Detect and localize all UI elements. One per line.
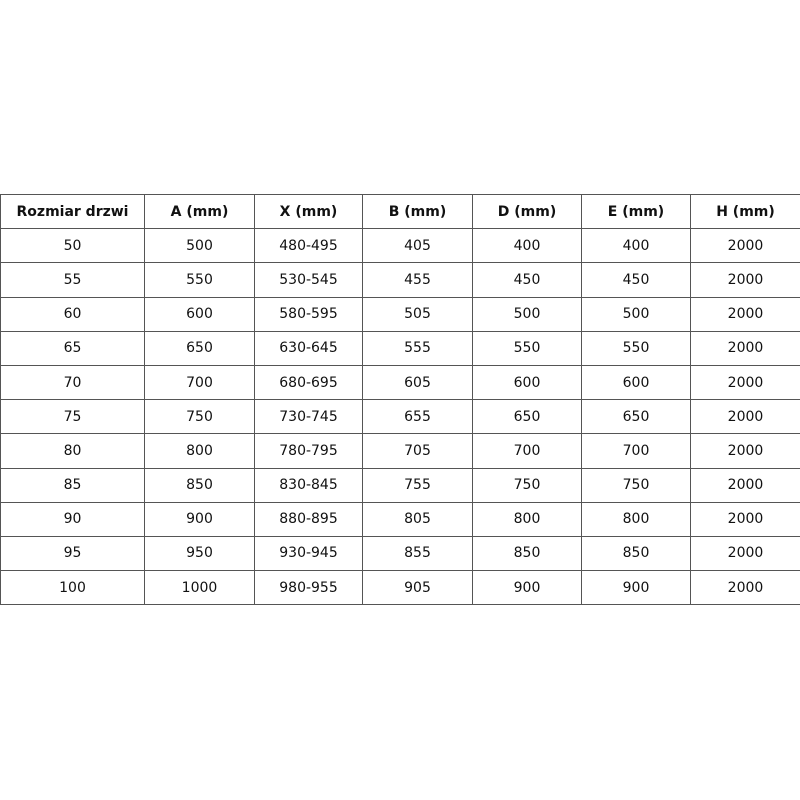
table-cell: 900: [581, 570, 691, 606]
table-cell: 1000: [144, 570, 255, 606]
column-header: A (mm): [144, 193, 255, 230]
table-cell: 2000: [690, 467, 800, 503]
table-cell: 2000: [690, 228, 800, 264]
table-cell: 930-945: [254, 535, 363, 572]
table-cell: 800: [472, 501, 582, 537]
table-cell: 680-695: [254, 364, 363, 401]
table-cell: 700: [472, 433, 582, 469]
table-cell: 75: [0, 399, 145, 435]
table-cell: 705: [362, 433, 473, 469]
table-cell: 2000: [690, 364, 800, 401]
table-cell: 600: [472, 364, 582, 401]
table-cell: 70: [0, 364, 145, 401]
column-header: H (mm): [690, 193, 800, 230]
header-row: Rozmiar drzwi A (mm) X (mm) B (mm) D (mm) E (…: [0, 193, 800, 230]
table-cell: 850: [144, 467, 255, 503]
table-cell: 95: [0, 535, 145, 572]
table-row: 95 950 930-945 855 850 850 2000: [0, 535, 800, 572]
table-cell: 60: [0, 296, 145, 332]
table-cell: 2000: [690, 296, 800, 332]
table-cell: 600: [581, 364, 691, 401]
table-cell: 50: [0, 228, 145, 264]
table-cell: 605: [362, 364, 473, 401]
table-cell: 500: [144, 228, 255, 264]
table-cell: 700: [581, 433, 691, 469]
table-cell: 65: [0, 330, 145, 366]
table-cell: 550: [472, 330, 582, 366]
table-cell: 500: [472, 296, 582, 332]
table-row: 70 700 680-695 605 600 600 2000: [0, 364, 800, 401]
column-header: E (mm): [581, 193, 691, 230]
table-cell: 400: [581, 228, 691, 264]
table-cell: 2000: [690, 535, 800, 572]
table-cell: 800: [144, 433, 255, 469]
table-row: 100 1000 980-955 905 900 900 2000: [0, 570, 800, 606]
table-cell: 900: [144, 501, 255, 537]
table-cell: 450: [472, 262, 582, 298]
table-cell: 750: [144, 399, 255, 435]
table-cell: 55: [0, 262, 145, 298]
table-cell: 2000: [690, 399, 800, 435]
table-cell: 600: [144, 296, 255, 332]
table-cell: 2000: [690, 433, 800, 469]
table-row: 85 850 830-845 755 750 750 2000: [0, 467, 800, 503]
table-cell: 85: [0, 467, 145, 503]
table-cell: 850: [472, 535, 582, 572]
table-cell: 450: [581, 262, 691, 298]
table-cell: 650: [581, 399, 691, 435]
table-cell: 550: [144, 262, 255, 298]
table-cell: 555: [362, 330, 473, 366]
table-cell: 905: [362, 570, 473, 606]
table-cell: 580-595: [254, 296, 363, 332]
table-cell: 805: [362, 501, 473, 537]
table-cell: 980-955: [254, 570, 363, 606]
table-cell: 755: [362, 467, 473, 503]
table-cell: 650: [144, 330, 255, 366]
table-cell: 780-795: [254, 433, 363, 469]
table-row: 50 500 480-495 405 400 400 2000: [0, 228, 800, 264]
column-header: Rozmiar drzwi: [0, 193, 145, 230]
table-row: 75 750 730-745 655 650 650 2000: [0, 399, 800, 435]
column-header: B (mm): [362, 193, 473, 230]
table-cell: 900: [472, 570, 582, 606]
table-row: 80 800 780-795 705 700 700 2000: [0, 433, 800, 469]
table-row: 55 550 530-545 455 450 450 2000: [0, 262, 800, 298]
table-cell: 80: [0, 433, 145, 469]
table-cell: 2000: [690, 570, 800, 606]
table-cell: 90: [0, 501, 145, 537]
table-cell: 2000: [690, 262, 800, 298]
table-row: 60 600 580-595 505 500 500 2000: [0, 296, 800, 332]
table-cell: 650: [472, 399, 582, 435]
table-cell: 750: [472, 467, 582, 503]
table-cell: 405: [362, 228, 473, 264]
table-cell: 2000: [690, 330, 800, 366]
table-cell: 400: [472, 228, 582, 264]
table-cell: 550: [581, 330, 691, 366]
table-cell: 505: [362, 296, 473, 332]
table-cell: 950: [144, 535, 255, 572]
dimensions-table: Rozmiar drzwi A (mm) X (mm) B (mm) D (mm) E (…: [0, 193, 800, 606]
table-cell: 480-495: [254, 228, 363, 264]
table-cell: 880-895: [254, 501, 363, 537]
table-cell: 700: [144, 364, 255, 401]
table-cell: 500: [581, 296, 691, 332]
table-body: 50 500 480-495 405 400 400 2000 55 550 530-545 455…: [0, 228, 800, 606]
table-cell: 630-645: [254, 330, 363, 366]
table-cell: 830-845: [254, 467, 363, 503]
table-cell: 655: [362, 399, 473, 435]
column-header: D (mm): [472, 193, 582, 230]
table-cell: 455: [362, 262, 473, 298]
table-cell: 855: [362, 535, 473, 572]
table-cell: 100: [0, 570, 145, 606]
column-header: X (mm): [254, 193, 363, 230]
table-cell: 530-545: [254, 262, 363, 298]
table-cell: 850: [581, 535, 691, 572]
table-row: 65 650 630-645 555 550 550 2000: [0, 330, 800, 366]
table-cell: 2000: [690, 501, 800, 537]
table-cell: 800: [581, 501, 691, 537]
table-row: 90 900 880-895 805 800 800 2000: [0, 501, 800, 537]
table-cell: 750: [581, 467, 691, 503]
table-cell: 730-745: [254, 399, 363, 435]
